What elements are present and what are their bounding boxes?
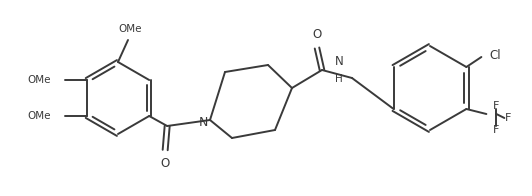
Text: F: F (493, 101, 500, 111)
Text: OMe: OMe (118, 24, 142, 34)
Text: O: O (312, 28, 322, 41)
Text: Cl: Cl (489, 48, 501, 62)
Text: H: H (335, 74, 343, 84)
Text: OMe: OMe (27, 75, 51, 85)
Text: N: N (198, 115, 207, 129)
Text: F: F (505, 113, 512, 123)
Text: OMe: OMe (27, 111, 51, 121)
Text: N: N (335, 55, 343, 68)
Text: F: F (493, 125, 500, 135)
Text: O: O (161, 157, 170, 170)
